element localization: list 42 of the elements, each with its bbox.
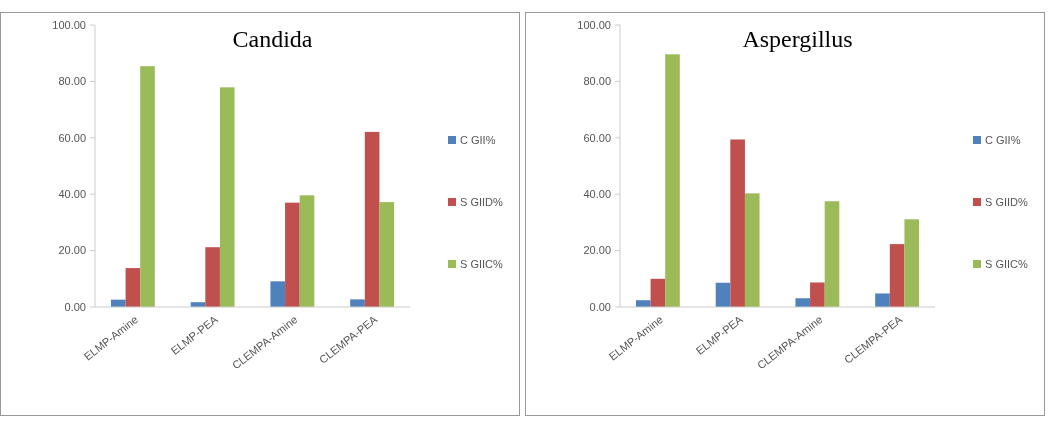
bar — [285, 202, 300, 307]
bar — [824, 201, 840, 307]
chart-title: Candida — [232, 26, 313, 52]
y-tick-label: 80.00 — [583, 75, 611, 88]
y-tick-label: 60.00 — [58, 131, 86, 144]
bar — [889, 244, 905, 307]
legend-label: S GIID% — [985, 195, 1029, 208]
y-tick-label: 60.00 — [583, 131, 611, 144]
bar — [715, 282, 731, 307]
bar — [650, 278, 666, 307]
y-tick-label: 80.00 — [58, 75, 86, 88]
bar — [219, 87, 235, 307]
y-tick-label: 20.00 — [583, 244, 611, 257]
bar — [635, 300, 651, 307]
bar — [299, 195, 315, 307]
bar — [744, 193, 760, 307]
bar — [904, 219, 920, 307]
y-tick-label: 40.00 — [583, 188, 611, 201]
bar — [364, 131, 380, 307]
y-tick-label: 100.00 — [577, 18, 611, 31]
bar — [875, 293, 890, 307]
bar — [665, 54, 680, 307]
bar — [350, 299, 365, 307]
legend-label: C GII% — [460, 133, 496, 146]
y-tick-label: 0.00 — [64, 300, 86, 313]
y-tick-label: 20.00 — [58, 244, 86, 257]
legend-label: S GIID% — [460, 195, 504, 208]
bar — [795, 298, 811, 307]
bar — [140, 66, 155, 307]
legend-label: C GII% — [985, 133, 1021, 146]
bar — [810, 282, 825, 307]
y-tick-label: 0.00 — [589, 300, 611, 313]
bar — [730, 139, 745, 307]
bar — [270, 281, 286, 307]
chart-title: Aspergillus — [742, 26, 853, 52]
bar — [379, 202, 395, 307]
y-tick-label: 40.00 — [58, 188, 86, 201]
bar — [125, 268, 141, 307]
legend-label: S GIIC% — [985, 257, 1029, 270]
y-tick-label: 100.00 — [52, 18, 86, 31]
legend-label: S GIIC% — [460, 257, 504, 270]
bar — [205, 247, 220, 307]
